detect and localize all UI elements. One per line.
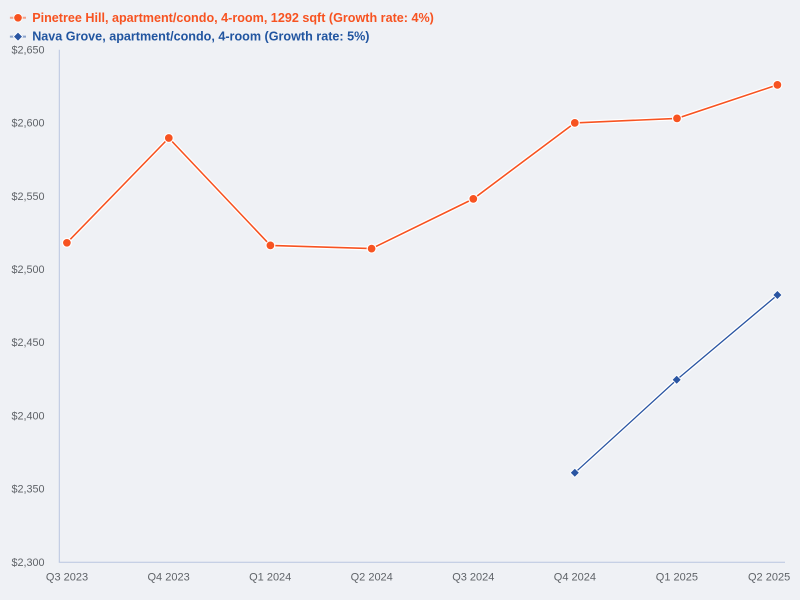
svg-text:Q2 2025: Q2 2025: [748, 572, 790, 584]
svg-text:$2,550: $2,550: [11, 191, 44, 203]
svg-text:Pinetree Hill, apartment/condo: Pinetree Hill, apartment/condo, 4-room, …: [32, 11, 434, 25]
svg-text:$2,650: $2,650: [11, 44, 44, 56]
svg-text:$2,450: $2,450: [11, 337, 44, 349]
svg-text:$2,600: $2,600: [11, 118, 44, 130]
svg-text:$2,400: $2,400: [11, 410, 44, 422]
svg-text:$2,350: $2,350: [11, 484, 44, 496]
svg-text:Q1 2025: Q1 2025: [656, 572, 698, 584]
svg-text:Q4 2024: Q4 2024: [554, 572, 596, 584]
svg-text:Q4 2023: Q4 2023: [147, 572, 189, 584]
svg-text:Q3 2023: Q3 2023: [46, 572, 88, 584]
svg-text:Q3 2024: Q3 2024: [452, 572, 494, 584]
svg-text:Q2 2024: Q2 2024: [351, 572, 393, 584]
svg-text:$2,300: $2,300: [11, 557, 44, 569]
svg-text:Q1 2024: Q1 2024: [249, 572, 291, 584]
svg-text:$2,500: $2,500: [11, 264, 44, 276]
svg-text:Nava Grove, apartment/condo, 4: Nava Grove, apartment/condo, 4-room (Gro…: [32, 30, 369, 44]
